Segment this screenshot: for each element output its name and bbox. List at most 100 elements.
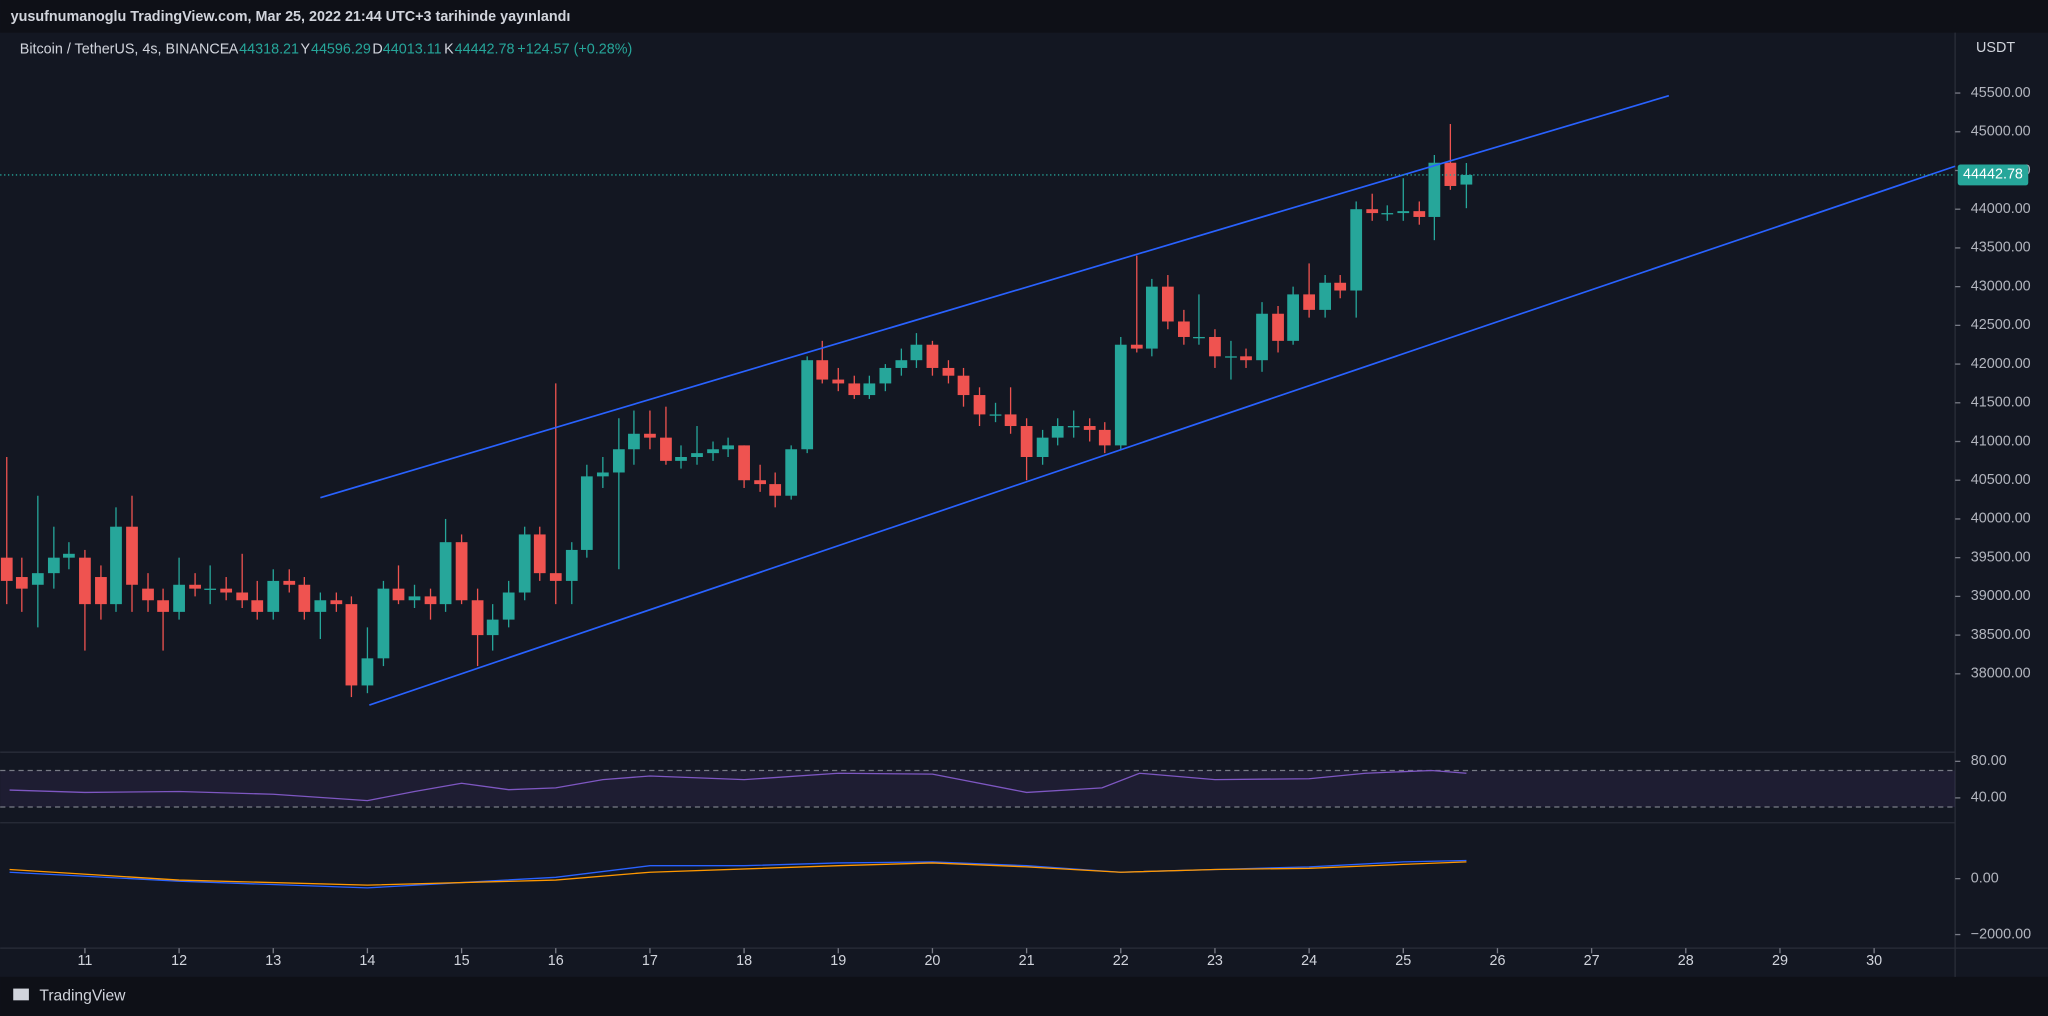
x-tick-label: 22 (1113, 953, 1129, 969)
rsi-band (0, 770, 1956, 808)
logo (13, 988, 29, 1001)
candle-body (565, 549, 578, 581)
x-tick-label: 28 (1678, 953, 1694, 969)
candle-body (1145, 286, 1158, 349)
candle-body (518, 534, 531, 593)
candle-body (345, 604, 358, 686)
header: yusufnumanoglu TradingView.com, Mar 25, … (11, 9, 571, 25)
candle-body (660, 437, 672, 461)
candle-body (189, 584, 201, 589)
y-tick-label: 40.00 (1971, 790, 2007, 806)
candle-body (879, 367, 892, 384)
x-tick-label: 20 (924, 953, 940, 969)
candle-body (1193, 336, 1205, 339)
x-tick-label: 13 (265, 953, 281, 969)
x-tick-label: 26 (1489, 953, 1505, 969)
y-tick-label: 39000.00 (1971, 588, 2031, 604)
candle-body (1083, 426, 1096, 430)
candle-body (377, 588, 390, 659)
legend-key: A (229, 41, 239, 57)
candle-body (267, 580, 280, 612)
candle-body (863, 383, 876, 396)
candle-body (1428, 162, 1441, 217)
y-tick-label: 38000.00 (1971, 666, 2031, 682)
candle-body (79, 557, 91, 605)
y-tick-label: 44000.00 (1971, 201, 2031, 217)
candle-body (330, 600, 343, 605)
candle-body (236, 592, 249, 601)
y-tick-label: 40500.00 (1971, 472, 2031, 488)
candle-body (801, 360, 814, 450)
candle-body (1319, 282, 1332, 310)
x-tick-label: 14 (359, 953, 375, 969)
candle-body (754, 480, 766, 485)
macd-line (9, 861, 1467, 886)
candle-body (1161, 286, 1174, 322)
candles (0, 124, 1473, 698)
y-tick-label: 0.00 (1971, 870, 1999, 886)
y-tick-label: 43500.00 (1971, 240, 2031, 256)
candle-body (738, 445, 750, 481)
candle-body (1366, 209, 1379, 214)
y-tick-label: 41000.00 (1971, 433, 2031, 449)
candle-body (628, 433, 640, 450)
x-tick-label: 19 (830, 953, 846, 969)
legend-change: +124.57 (+0.28%) (517, 41, 632, 57)
candle-body (1098, 429, 1111, 446)
x-tick-label: 29 (1772, 953, 1788, 969)
candle-body (1020, 426, 1033, 458)
candle-body (95, 577, 107, 605)
x-tick-label: 12 (171, 953, 187, 969)
legend-value: 44318.21 (239, 41, 299, 57)
y-tick-label: 39500.00 (1971, 549, 2031, 565)
candle-body (361, 658, 374, 686)
candle-body (1067, 426, 1080, 428)
candle-body (283, 580, 296, 585)
candle-body (1177, 321, 1190, 337)
x-tick-label: 16 (548, 953, 564, 969)
symbol: Bitcoin / TetherUS, 4s, BINANCE (20, 41, 230, 57)
x-tick-label: 24 (1301, 953, 1317, 969)
y-tick-label: 43000.00 (1971, 278, 2031, 294)
x-tick-label: 11 (77, 953, 92, 969)
candle-body (1272, 313, 1284, 341)
candle-body (392, 588, 405, 601)
candle-body (895, 360, 908, 368)
candle-body (63, 553, 75, 558)
candle-body (408, 596, 421, 601)
y-tick-label: 38500.00 (1971, 627, 2031, 643)
candle-body (973, 395, 986, 415)
x-tick-label: 25 (1395, 953, 1411, 969)
candle-body (832, 379, 845, 384)
candle-body (455, 542, 468, 601)
candle-body (314, 600, 327, 612)
legend-value: 44442.78 (455, 41, 515, 57)
candle-body (126, 526, 138, 585)
candle-body (1381, 213, 1394, 215)
y-tick-label: 40000.00 (1971, 511, 2031, 527)
candle-body (439, 542, 452, 605)
footer: TradingView (39, 988, 126, 1005)
x-tick-label: 27 (1584, 953, 1600, 969)
candle-body (15, 577, 28, 589)
top-bar (0, 0, 2048, 33)
candle-body (926, 344, 939, 368)
candle-body (785, 449, 798, 496)
candle-body (486, 619, 499, 636)
candle-body (1397, 211, 1410, 214)
last-price-tag: 44442.78 (1963, 167, 2023, 183)
rsi-line (9, 769, 1467, 802)
trend-line (320, 94, 1670, 499)
candle-body (1209, 336, 1221, 357)
candle-body (1240, 356, 1252, 361)
candle-body (31, 573, 44, 585)
x-tick-label: 21 (1019, 953, 1035, 969)
x-tick-label: 17 (642, 953, 658, 969)
candle-body (989, 414, 1002, 416)
legend-key: D (372, 41, 382, 57)
legend-key: Y (301, 41, 311, 57)
y-tick-label: −2000.00 (1971, 926, 2031, 942)
candle-body (1303, 294, 1315, 310)
